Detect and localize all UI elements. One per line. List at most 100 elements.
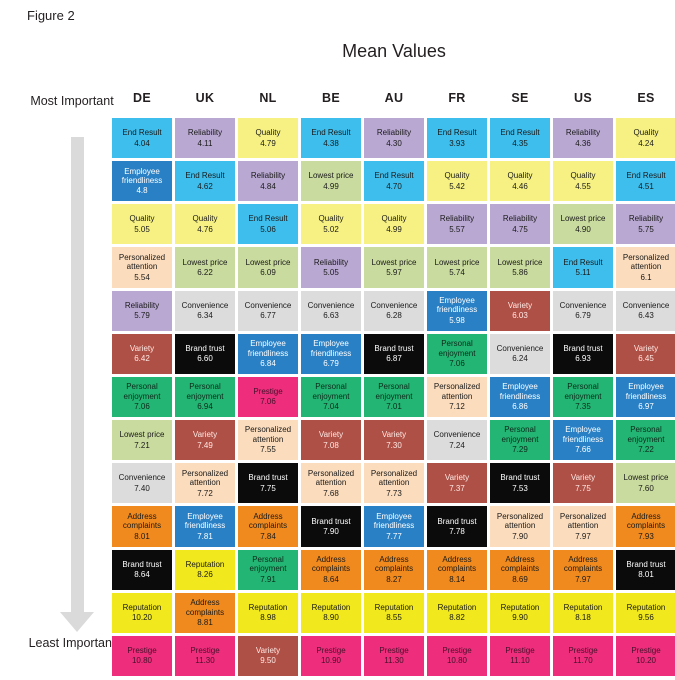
cell-mean-value: 6.87 <box>386 354 402 364</box>
cell-mean-value: 7.22 <box>638 445 654 455</box>
cell-mean-value: 7.84 <box>260 531 276 541</box>
cell-se-rank8: Personal enjoyment 7.29 <box>490 420 550 461</box>
column-header-us: US <box>574 91 592 105</box>
cell-es-rank4: Personalized attention 6.1 <box>616 247 675 288</box>
cell-attribute-label: Prestige <box>190 645 220 655</box>
cell-mean-value: 7.04 <box>323 402 339 412</box>
cell-attribute-label: Personalized attention <box>496 511 544 531</box>
cell-mean-value: 5.42 <box>449 181 465 191</box>
column-header-de: DE <box>133 91 151 105</box>
cell-mean-value: 5.79 <box>134 311 150 321</box>
cell-de-rank7: Personal enjoyment 7.06 <box>112 376 172 418</box>
cell-attribute-label: Reliability <box>187 128 223 138</box>
cell-mean-value: 7.68 <box>323 488 339 498</box>
cell-us-rank8: Employee friendliness 7.66 <box>553 420 613 461</box>
cell-uk-rank7: Personal enjoyment 6.94 <box>175 376 235 418</box>
cell-be-rank13: Prestige 10.90 <box>301 635 361 676</box>
cell-attribute-label: Variety <box>633 343 659 353</box>
cell-au-rank6: Brand trust 6.87 <box>364 333 424 374</box>
cell-se-rank3: Reliability 4.75 <box>490 204 550 245</box>
cell-mean-value: 4.35 <box>512 138 528 148</box>
cell-attribute-label: Variety <box>570 473 596 483</box>
cell-attribute-label: End Result <box>563 257 603 267</box>
cell-attribute-label: Quality <box>633 128 659 138</box>
cell-mean-value: 5.06 <box>260 224 276 234</box>
cell-attribute-label: Prestige <box>379 645 409 655</box>
cell-attribute-label: Reputation <box>311 602 351 612</box>
cell-mean-value: 5.86 <box>512 268 528 278</box>
cell-us-rank5: Convenience 6.79 <box>553 290 613 331</box>
column-header-uk: UK <box>195 91 215 105</box>
cell-mean-value: 7.55 <box>260 445 276 455</box>
cell-us-rank9: Variety 7.75 <box>553 463 613 504</box>
cell-attribute-label: Brand trust <box>500 473 540 483</box>
cell-mean-value: 4.51 <box>638 181 654 191</box>
cell-mean-value: 7.30 <box>386 440 402 450</box>
cell-mean-value: 10.80 <box>446 656 468 666</box>
cell-mean-value: 4.30 <box>386 138 402 148</box>
cell-attribute-label: Personal enjoyment <box>438 339 476 358</box>
cell-us-rank6: Brand trust 6.93 <box>553 333 613 374</box>
cell-au-rank2: End Result 4.70 <box>364 161 424 202</box>
cell-attribute-label: Brand trust <box>248 473 288 483</box>
cell-au-rank8: Variety 7.30 <box>364 420 424 461</box>
cell-attribute-label: Convenience <box>370 300 418 310</box>
cell-attribute-label: Reliability <box>565 128 601 138</box>
cell-mean-value: 7.78 <box>449 526 465 536</box>
cell-se-rank10: Personalized attention 7.90 <box>490 506 550 547</box>
chart-title: Mean Values <box>342 41 446 61</box>
cell-attribute-label: Variety <box>444 473 470 483</box>
cell-mean-value: 6.43 <box>638 311 654 321</box>
cell-attribute-label: Variety <box>255 645 281 655</box>
cell-mean-value: 4.11 <box>197 138 213 148</box>
cell-attribute-label: Reliability <box>502 214 538 224</box>
cell-attribute-label: Lowest price <box>182 257 228 267</box>
cell-de-rank11: Brand trust 8.64 <box>112 549 172 590</box>
cell-de-rank9: Convenience 7.40 <box>112 463 172 504</box>
cell-attribute-label: Lowest price <box>308 171 354 181</box>
cell-attribute-label: Personal enjoyment <box>627 425 665 444</box>
cell-mean-value: 4.62 <box>197 181 213 191</box>
cell-uk-rank13: Prestige 11.30 <box>175 635 235 676</box>
cell-attribute-label: End Result <box>185 171 225 181</box>
cell-de-rank1: End Result 4.04 <box>112 118 172 159</box>
cell-mean-value: 6.79 <box>323 359 339 369</box>
cell-mean-value: 6.45 <box>638 354 654 364</box>
cell-mean-value: 4.8 <box>136 186 148 196</box>
cell-mean-value: 5.02 <box>323 224 339 234</box>
cell-us-rank13: Prestige 11.70 <box>553 635 613 676</box>
cell-mean-value: 7.06 <box>449 359 465 369</box>
cell-attribute-label: Prestige <box>253 387 283 397</box>
cell-attribute-label: Employee friendliness <box>436 296 478 315</box>
cell-mean-value: 6.42 <box>134 354 150 364</box>
cell-attribute-label: Lowest price <box>119 430 165 440</box>
cell-attribute-label: End Result <box>311 128 351 138</box>
cell-au-rank7: Personal enjoyment 7.01 <box>364 376 424 418</box>
cell-mean-value: 5.97 <box>386 268 402 278</box>
cell-mean-value: 6.09 <box>260 268 276 278</box>
cell-mean-value: 6.93 <box>575 354 591 364</box>
cell-us-rank7: Personal enjoyment 7.35 <box>553 376 613 418</box>
cell-au-rank13: Prestige 11.30 <box>364 635 424 676</box>
cell-es-rank10: Address complaints 7.93 <box>616 506 675 547</box>
column-header-au: AU <box>384 91 404 105</box>
cell-attribute-label: Reputation <box>122 602 162 612</box>
cell-mean-value: 5.54 <box>134 272 150 282</box>
cell-us-rank11: Address complaints 7.97 <box>553 549 613 590</box>
cell-attribute-label: Brand trust <box>563 343 603 353</box>
cell-mean-value: 4.55 <box>575 181 591 191</box>
cell-attribute-label: Reputation <box>248 602 288 612</box>
cell-attribute-label: Reliability <box>628 214 664 224</box>
column-header-nl: NL <box>259 91 277 105</box>
cell-de-rank8: Lowest price 7.21 <box>112 420 172 461</box>
cell-mean-value: 6.03 <box>512 311 528 321</box>
cell-nl-rank4: Lowest price 6.09 <box>238 247 298 288</box>
cell-attribute-label: Personal enjoyment <box>375 382 413 401</box>
cell-es-rank7: Employee friendliness 6.97 <box>616 376 675 418</box>
cell-mean-value: 7.49 <box>197 440 213 450</box>
cell-attribute-label: Address complaints <box>185 598 225 617</box>
cell-attribute-label: Personalized attention <box>118 252 166 272</box>
cell-mean-value: 10.20 <box>635 656 657 666</box>
cell-de-rank3: Quality 5.05 <box>112 204 172 245</box>
cell-fr-rank8: Convenience 7.24 <box>427 420 487 461</box>
